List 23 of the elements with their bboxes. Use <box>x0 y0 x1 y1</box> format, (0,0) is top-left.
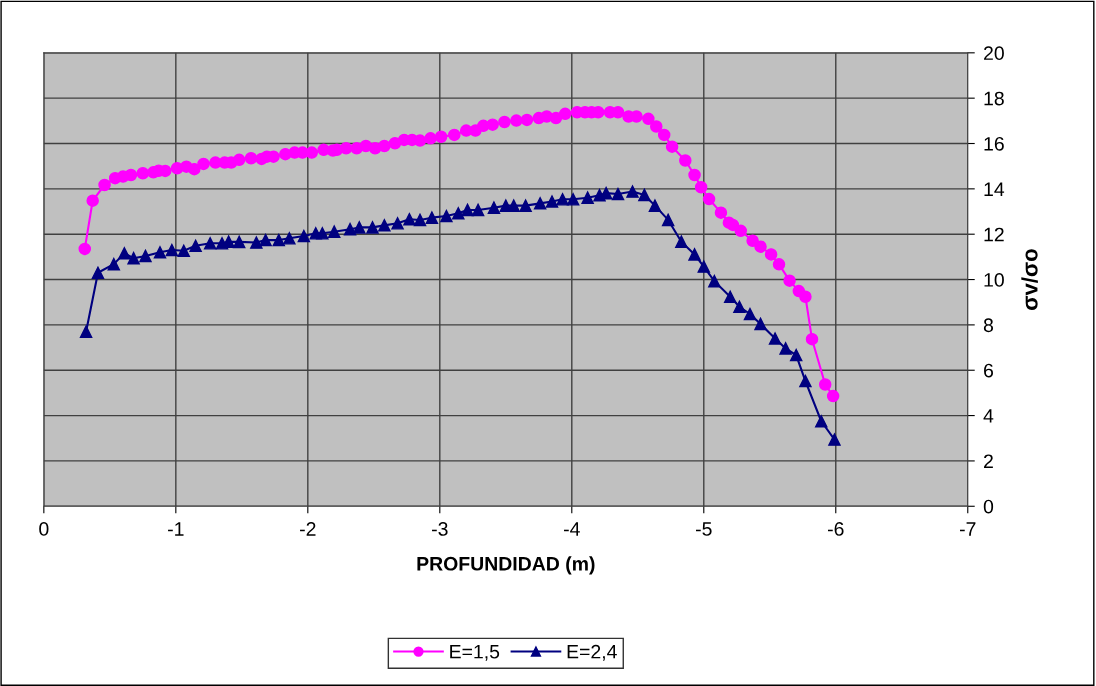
y-tick-label: 4 <box>983 409 994 423</box>
y-axis-title: σv/σo <box>1021 249 1038 310</box>
x-tick-label: -4 <box>564 522 580 536</box>
x-tick-label: -1 <box>168 522 184 536</box>
y-tick-label: 2 <box>984 454 993 468</box>
y-tick-label: 8 <box>983 318 994 333</box>
x-tick-label: -6 <box>828 522 844 536</box>
y-tick-label: 12 <box>984 227 1004 242</box>
x-tick-label: 0 <box>39 522 49 536</box>
x-tick-label: -3 <box>432 522 448 536</box>
y-tick-label: 16 <box>984 136 1004 151</box>
y-tick-label: 0 <box>983 499 994 514</box>
y-tick-label: 10 <box>984 273 1004 287</box>
y-tick-label: 6 <box>984 363 994 378</box>
x-tick-label: -2 <box>300 522 316 536</box>
y-tick-label: 14 <box>984 182 1005 196</box>
legend-label: E=2,4 <box>567 644 617 661</box>
legend-label: E=1,5 <box>450 644 500 661</box>
y-tick-label: 18 <box>984 91 1004 106</box>
x-tick-label: -5 <box>696 522 712 536</box>
x-axis-title: PROFUNDIDAD (m) <box>417 556 595 575</box>
x-tick-label: -7 <box>959 522 976 536</box>
y-tick-label: 20 <box>984 46 1004 61</box>
